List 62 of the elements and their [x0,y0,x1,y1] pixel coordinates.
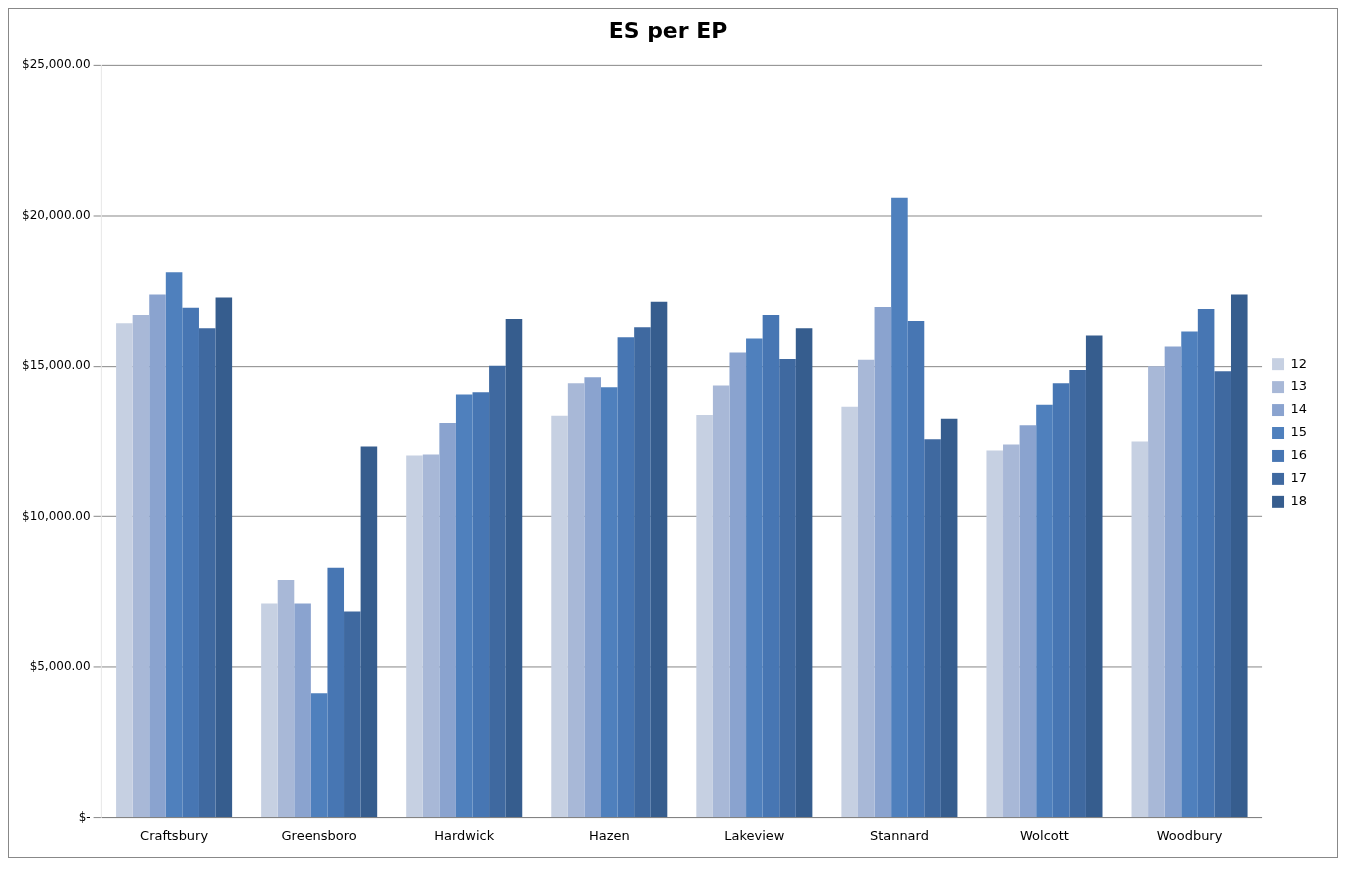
legend-label: 14 [1290,401,1308,417]
bar [940,418,958,817]
y-tick-label: $25,000.00 [22,57,91,72]
legend-label: 12 [1290,355,1308,371]
bar [149,294,166,817]
y-tick-label: $10,000.00 [22,508,91,523]
bar [261,603,278,817]
bar [1069,370,1086,817]
bar [344,611,361,817]
bar [551,415,568,817]
x-tick-label: Lakeview [724,827,785,843]
x-tick-label: Hazen [588,827,630,843]
bar [1148,366,1165,817]
bar [215,297,233,817]
bar [986,450,1004,817]
bar [198,328,216,817]
chart-title: ES per EP [608,17,728,43]
bar [116,323,133,817]
bar [294,603,311,817]
x-tick-label: Woodbury [1156,827,1223,843]
bar [567,383,585,817]
bar [779,358,796,817]
bar [584,377,601,817]
x-tick-label: Hardwick [434,827,495,843]
y-tick-label: $5,000.00 [29,659,91,674]
bar [696,414,713,817]
bar [406,455,423,817]
bar [924,439,941,817]
bar [1019,425,1037,817]
bar [795,328,813,817]
bar [1085,335,1103,817]
bar [1214,371,1231,817]
y-tick-label: $- [78,809,91,824]
bar [1164,346,1182,817]
y-tick-label: $15,000.00 [22,358,91,373]
bar [277,580,295,817]
bar [857,359,875,817]
bar [505,318,523,817]
bar [650,301,668,817]
bar [712,385,730,817]
legend-label: 16 [1290,447,1308,463]
bar [841,406,858,817]
bar [874,306,892,817]
bar [360,446,378,817]
bar [1131,441,1149,817]
bar [422,454,440,817]
bar [1230,294,1248,817]
bar [439,423,456,817]
bar [132,315,150,817]
legend-label: 18 [1290,493,1308,509]
bar [1003,444,1020,817]
legend-label: 17 [1290,470,1308,486]
x-tick-label: Greensboro [281,827,357,843]
legend-label: 15 [1290,424,1308,440]
x-tick-label: Craftsbury [140,827,209,843]
bar [729,352,747,817]
y-tick-label: $20,000.00 [22,207,91,222]
x-tick-label: Wolcott [1020,827,1069,843]
legend-label: 13 [1290,378,1308,394]
bar [489,365,506,817]
x-tick-label: Stannard [869,827,929,843]
bar [634,327,651,817]
